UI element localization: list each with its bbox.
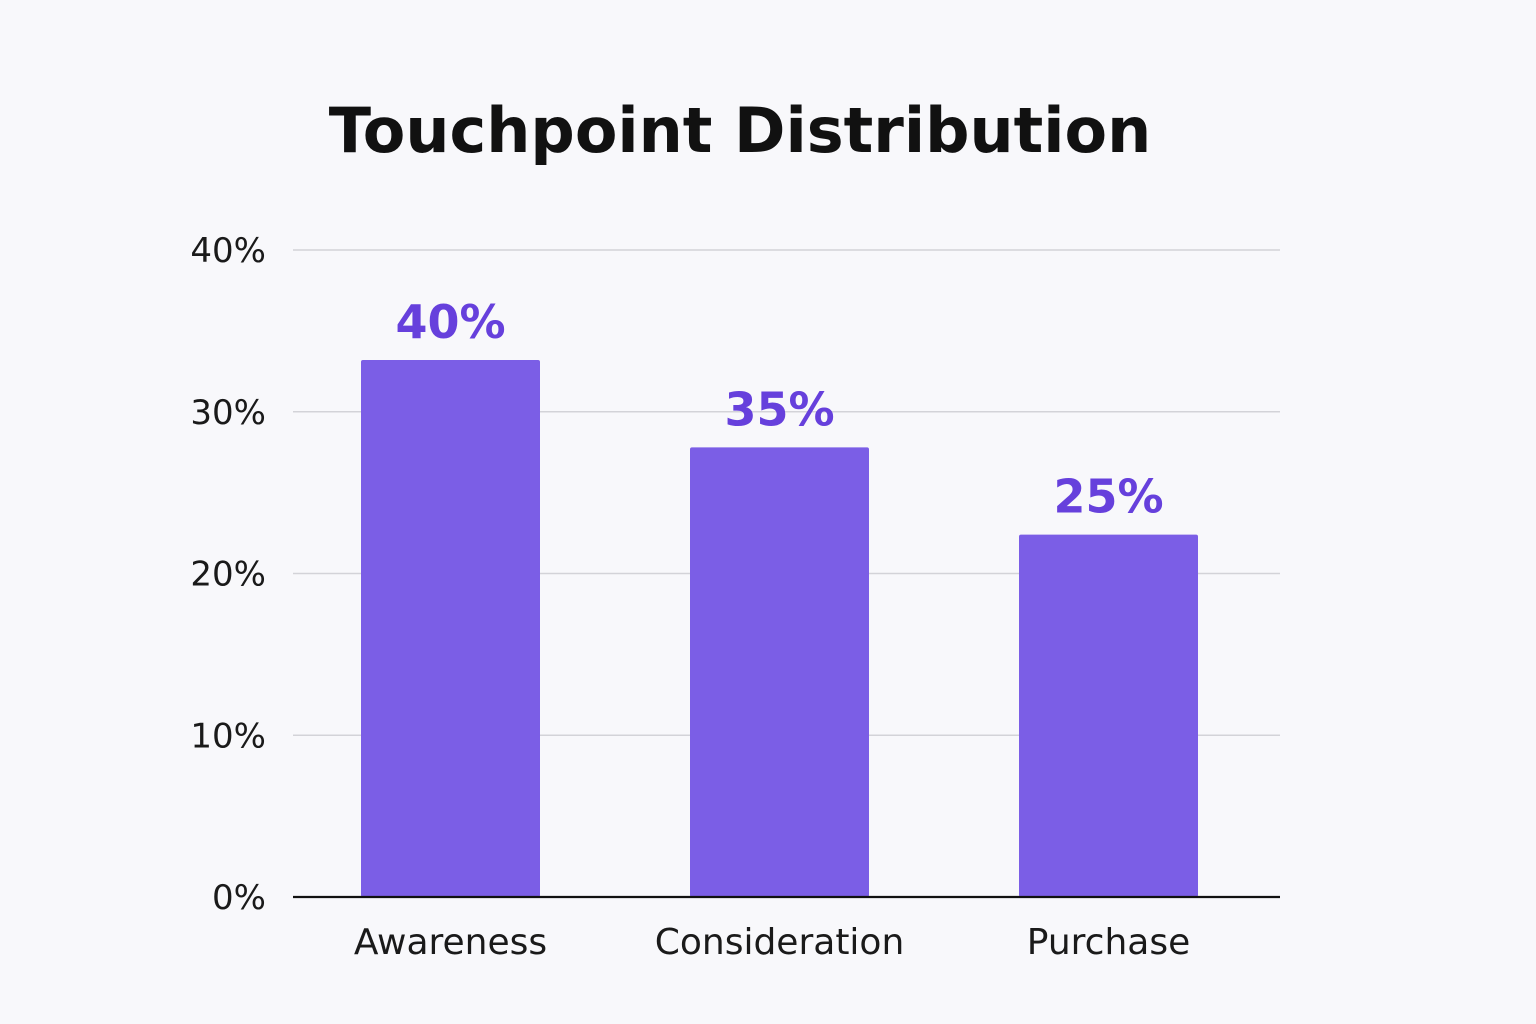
bars (361, 359, 1198, 897)
chart-title: Touchpoint Distribution (329, 94, 1152, 167)
y-axis-tick-labels: 0% 10% 20% 30% 40% (190, 231, 266, 918)
category-label-purchase: Purchase (1027, 922, 1190, 963)
bar-purchase (1019, 534, 1198, 897)
category-label-consideration: Consideration (655, 922, 905, 963)
bar-consideration (690, 447, 869, 897)
bar-value-label: 25% (1053, 470, 1163, 524)
bar-awareness (361, 359, 540, 897)
bar-value-label: 40% (395, 295, 505, 349)
category-label-awareness: Awareness (354, 922, 547, 963)
y-tick-label: 40% (190, 231, 266, 271)
y-tick-label: 10% (190, 716, 266, 756)
bar-value-label: 35% (724, 382, 834, 436)
y-tick-label: 20% (190, 555, 266, 595)
y-tick-label: 0% (212, 878, 266, 918)
bar-value-labels: 40% 35% 25% (395, 295, 1163, 524)
y-tick-label: 30% (190, 393, 266, 433)
x-axis-category-labels: Awareness Consideration Purchase (354, 922, 1190, 963)
